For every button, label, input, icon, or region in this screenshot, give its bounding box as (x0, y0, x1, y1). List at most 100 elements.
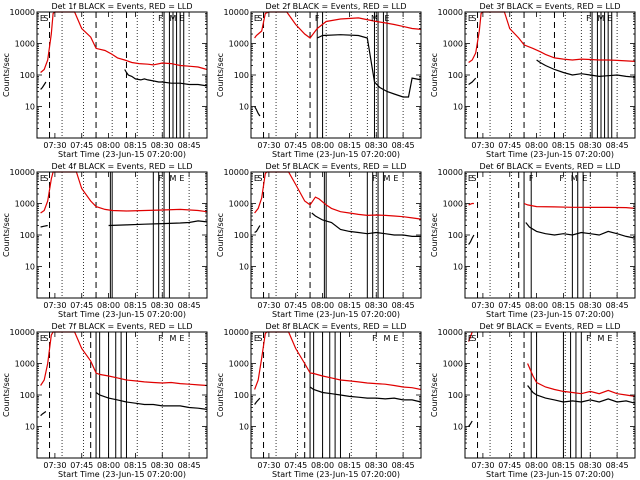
region-marker: E (40, 14, 45, 23)
x-tick-label: 08:15 (124, 301, 147, 310)
y-tick-label: 1000 (443, 40, 463, 49)
region-marker: M (384, 334, 391, 343)
series-line-lld (468, 11, 636, 63)
region-marker: E (179, 14, 184, 23)
y-tick-label: 10000 (224, 8, 249, 17)
region-marker: E (179, 334, 184, 343)
region-marker: E (393, 334, 398, 343)
x-tick-label: 08:30 (579, 301, 602, 310)
x-tick-label: 08:45 (178, 301, 201, 310)
region-marker: E (468, 334, 473, 343)
x-tick-label: 07:45 (284, 141, 307, 150)
region-marker: F (559, 174, 564, 183)
panel-title: Det 4f BLACK = Events, RED = LLD (51, 162, 192, 171)
x-tick-label: 08:45 (392, 301, 415, 310)
region-marker: F (158, 14, 163, 23)
y-tick-label: 100 (234, 71, 249, 80)
region-marker: F (586, 14, 591, 23)
x-tick-label: 08:30 (365, 141, 388, 150)
x-tick-label: 07:30 (43, 301, 66, 310)
y-tick-label: 100 (234, 391, 249, 400)
series-line-events (254, 212, 421, 237)
x-tick-label: 07:30 (471, 461, 494, 470)
y-tick-label: 100 (20, 231, 35, 240)
panel-title: Det 3f BLACK = Events, RED = LLD (479, 2, 620, 11)
region-marker: S (257, 334, 262, 343)
x-tick-label: 08:00 (97, 461, 120, 470)
region-marker: M (598, 334, 605, 343)
series-line-events (468, 222, 636, 245)
series-line-lld (254, 11, 422, 39)
x-tick-label: 07:45 (498, 461, 521, 470)
x-tick-label: 08:30 (151, 141, 174, 150)
plot-frame (36, 11, 208, 139)
series-line-lld (40, 171, 208, 214)
x-tick-label: 07:30 (257, 461, 280, 470)
region-marker: E (254, 334, 259, 343)
x-tick-label: 08:45 (606, 141, 629, 150)
region-marker: E (384, 14, 389, 23)
y-tick-label: 100 (448, 231, 463, 240)
x-tick-label: 07:45 (70, 461, 93, 470)
series-line-events (40, 392, 208, 417)
region-marker: M (170, 14, 177, 23)
x-tick-label: 08:30 (579, 461, 602, 470)
region-marker: E (607, 334, 612, 343)
x-tick-label: 08:30 (579, 141, 602, 150)
panel-title: Det 7f BLACK = Events, RED = LLD (51, 322, 192, 331)
plot-frame (250, 331, 422, 459)
plot-frame (36, 171, 208, 299)
y-tick-label: 1000 (229, 360, 249, 369)
x-tick-label: 07:30 (471, 141, 494, 150)
x-tick-label: 07:45 (70, 141, 93, 150)
y-tick-label: 10 (239, 423, 249, 432)
region-marker: E (607, 14, 612, 23)
panel-8: 10 100 1000 10000 07:30 07:45 08:00 08:15 08:30 0… (216, 322, 422, 479)
panel-title: Det 9f BLACK = Events, RED = LLD (479, 322, 620, 331)
x-tick-label: 08:30 (365, 301, 388, 310)
plot-frame (464, 171, 636, 299)
y-tick-label: 100 (234, 231, 249, 240)
x-tick-label: 08:00 (97, 301, 120, 310)
y-tick-label: 10 (25, 423, 35, 432)
y-tick-label: 1000 (15, 40, 35, 49)
panel-title: Det 2f BLACK = Events, RED = LLD (265, 2, 406, 11)
y-tick-label: 10 (239, 103, 249, 112)
region-marker: S (471, 334, 476, 343)
x-tick-label: 08:00 (311, 461, 334, 470)
panel-3: 10 100 1000 10000 07:30 07:45 08:00 08:15 08:30 0… (430, 2, 636, 159)
region-marker: S (471, 174, 476, 183)
x-tick-label: 08:15 (552, 301, 575, 310)
y-tick-label: 10000 (224, 168, 249, 177)
x-tick-label: 08:15 (338, 301, 361, 310)
x-tick-label: 08:45 (178, 141, 201, 150)
y-tick-label: 1000 (15, 360, 35, 369)
series-line-events (40, 220, 208, 228)
region-marker: M (371, 14, 378, 23)
series-line-events (254, 386, 422, 405)
x-axis-label: Start Time (23-Jun-15 07:20:00) (272, 150, 400, 159)
y-tick-label: 10 (25, 103, 35, 112)
y-axis-label: Counts/sec (2, 373, 11, 417)
x-tick-label: 08:15 (552, 141, 575, 150)
x-tick-label: 08:45 (392, 141, 415, 150)
x-axis-label: Start Time (23-Jun-15 07:20:00) (486, 150, 614, 159)
y-tick-label: 1000 (443, 360, 463, 369)
y-axis-label: Counts/sec (216, 373, 225, 417)
region-marker: E (40, 334, 45, 343)
x-tick-label: 08:00 (525, 141, 548, 150)
region-marker: F (315, 14, 320, 23)
x-tick-label: 08:00 (311, 301, 334, 310)
x-axis-label: Start Time (23-Jun-15 07:20:00) (58, 470, 186, 479)
x-tick-label: 08:15 (124, 141, 147, 150)
region-marker: E (40, 174, 45, 183)
panel-5: 10 100 1000 10000 07:30 07:45 08:00 08:15 08:30 0… (216, 162, 422, 319)
panel-title: Det 6f BLACK = Events, RED = LLD (479, 162, 620, 171)
series-line-lld (40, 11, 208, 73)
panel-1: 10 100 1000 10000 07:30 07:45 08:00 08:15 08:30 0… (2, 2, 208, 159)
panel-6: 10 100 1000 10000 07:30 07:45 08:00 08:15 08:30 0… (430, 162, 636, 319)
region-marker: F (372, 174, 377, 183)
y-tick-label: 10000 (224, 328, 249, 337)
x-tick-label: 08:45 (392, 461, 415, 470)
